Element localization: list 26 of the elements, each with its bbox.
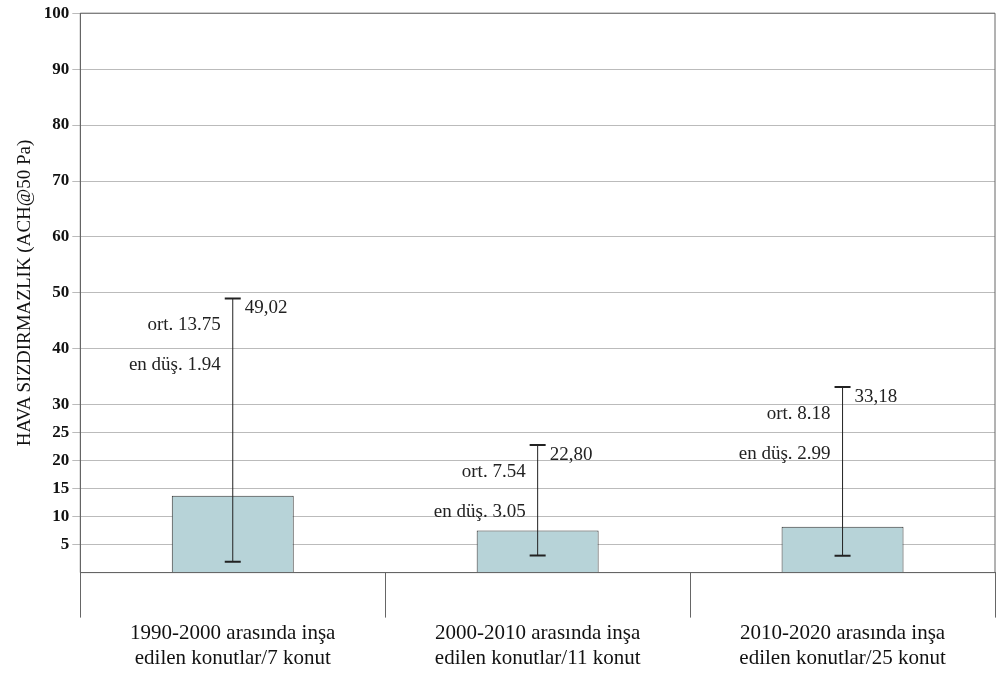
annotation: 33,18 <box>854 384 898 406</box>
y-tick-label: 15 <box>52 478 70 498</box>
y-axis-title: HAVA SIZDIRMAZLIK (ACH@50 Pa) <box>13 139 36 447</box>
y-tick-label: 25 <box>52 422 70 442</box>
annotation: 49,02 <box>244 296 288 318</box>
annotation: en düş. 2.99 <box>738 441 831 463</box>
y-tick-label: 20 <box>52 450 70 470</box>
y-tick-label: 70 <box>52 170 70 190</box>
y-tick-label: 100 <box>43 2 70 22</box>
y-tick-label: 80 <box>52 114 70 134</box>
y-tick-label: 40 <box>52 338 70 358</box>
x-tick-label: 2010-2020 arasında inşa edilen konutlar/25 konut <box>739 619 946 669</box>
annotation: en düş. 1.94 <box>128 353 222 375</box>
annotation: ort. 7.54 <box>461 460 527 482</box>
annotation: ort. 13.75 <box>147 313 221 335</box>
annotation: ort. 8.18 <box>766 401 831 423</box>
y-tick-label: 10 <box>52 506 70 526</box>
x-tick-label: 2000-2010 arasında inşa edilen konutlar/11 konut <box>434 619 641 669</box>
y-tick-label: 50 <box>52 282 70 302</box>
y-tick-label: 5 <box>60 534 70 554</box>
y-tick-label: 90 <box>52 58 70 78</box>
annotation: 22,80 <box>549 443 593 465</box>
y-tick-label: 60 <box>52 226 70 246</box>
y-tick-label: 30 <box>52 394 70 414</box>
annotation: en düş. 3.05 <box>433 500 526 522</box>
x-tick-label: 1990-2000 arasında inşa edilen konutlar/7 konut <box>130 619 337 669</box>
